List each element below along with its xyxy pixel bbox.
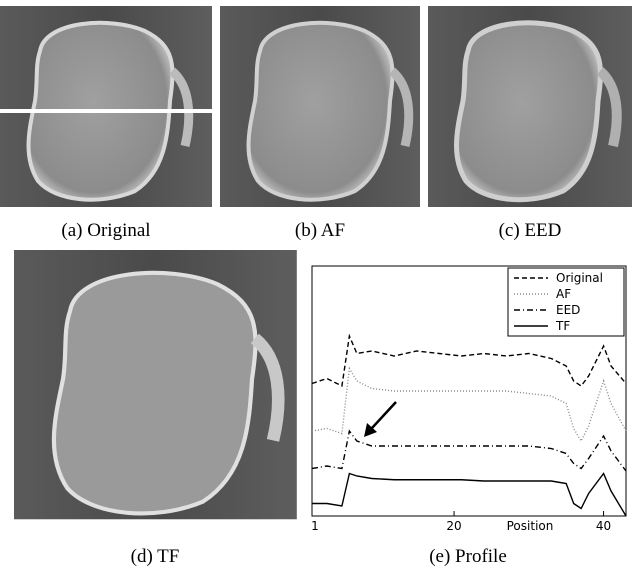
image-original <box>0 6 212 207</box>
caption: (d) TF <box>131 546 180 567</box>
x-tick-label: 40 <box>596 519 611 533</box>
image-eed <box>428 6 632 207</box>
caption: (c) EED <box>499 220 562 241</box>
figure: (a) Original (b) AF (c) EED (d) TF (e) P… <box>0 0 632 574</box>
image-tf <box>14 250 297 519</box>
legend-label: Original <box>556 271 603 285</box>
page: {"panels": [ {"caption": "(a) Original"}… <box>0 0 632 574</box>
x-tick-label: 1 <box>311 519 319 533</box>
image-af <box>220 6 420 207</box>
caption: (e) Profile <box>429 546 507 567</box>
x-tick-label: 20 <box>446 519 461 533</box>
legend-label: AF <box>556 287 571 301</box>
legend-label: EED <box>556 303 580 317</box>
caption: (b) AF <box>295 220 345 241</box>
caption: (a) Original <box>61 220 150 241</box>
legend-label: TF <box>555 319 570 333</box>
x-axis-label: Position <box>507 519 554 533</box>
